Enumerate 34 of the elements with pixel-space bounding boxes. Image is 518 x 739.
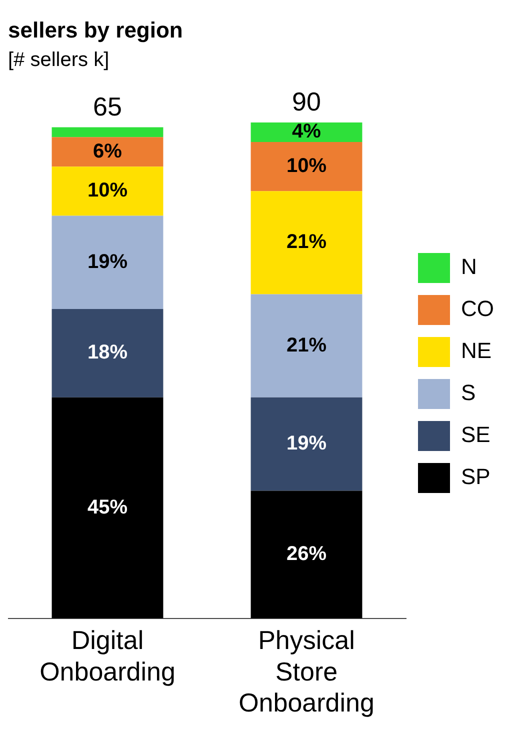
legend-label: N (461, 254, 477, 280)
data-label: 19% (87, 250, 128, 273)
bar (52, 137, 164, 167)
data-label: 10% (87, 180, 128, 202)
bar (250, 397, 362, 491)
x-tick-label: Physical Store Onboarding (238, 625, 374, 718)
data-label: 10% (286, 155, 327, 178)
data-label: 21% (286, 334, 327, 356)
text: 65 (93, 91, 122, 122)
chart-subtitle: [# sellers k] (8, 48, 110, 71)
bar (52, 216, 164, 310)
legend-label: SE (461, 422, 490, 448)
bar (52, 397, 164, 618)
chart-title: sellers by region (8, 17, 183, 42)
bar (52, 127, 164, 138)
legend-label: S (461, 380, 476, 406)
data-label: 18% (87, 342, 128, 364)
bar (250, 490, 362, 618)
bar (250, 191, 362, 294)
legend-label: CO (461, 296, 494, 322)
bar (250, 294, 362, 398)
legend-label: NE (461, 338, 492, 364)
data-label: 6% (93, 140, 122, 162)
text: 90 (292, 86, 321, 117)
data-label: 19% (286, 432, 327, 455)
data-label: 4% (292, 120, 322, 143)
data-label: 26% (286, 543, 327, 566)
bar (52, 309, 164, 398)
data-label: 21% (286, 231, 327, 254)
bar (52, 166, 164, 216)
data-label: 45% (87, 496, 128, 518)
bar (250, 142, 362, 192)
legend-label: SP (461, 464, 490, 490)
x-tick-label: Digital Onboarding (40, 625, 176, 686)
